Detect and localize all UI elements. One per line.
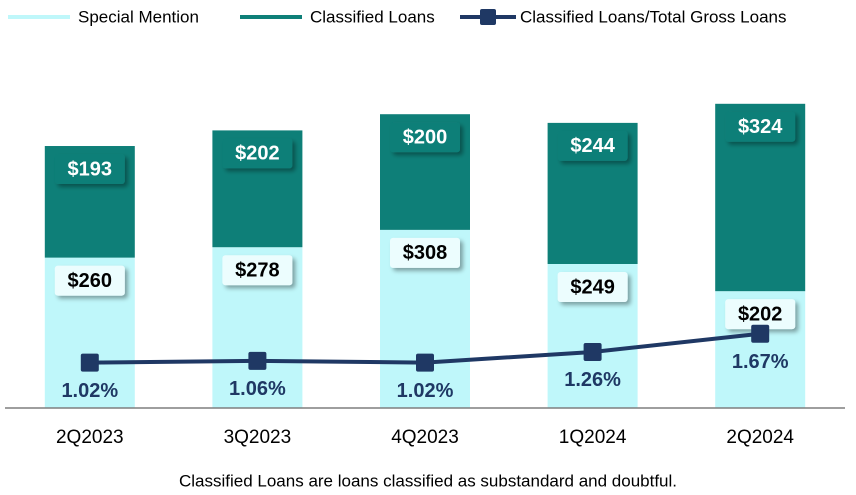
data-label: $193 (54, 154, 125, 185)
data-label: $308 (390, 237, 460, 268)
value-label: $202 (235, 143, 280, 165)
footnote: Classified Loans are loans classified as… (179, 471, 677, 490)
label-box (725, 111, 796, 142)
data-label: $249 (557, 271, 628, 302)
legend-label: Classified Loans/Total Gross Loans (520, 7, 786, 26)
data-label: $244 (557, 130, 628, 161)
label-box (557, 130, 628, 161)
value-label: $200 (403, 126, 448, 148)
value-label: $308 (403, 242, 448, 264)
legend-label: Classified Loans (310, 7, 435, 26)
x-tick-label: 3Q2023 (224, 427, 292, 448)
x-tick-label: 2Q2023 (56, 427, 124, 448)
line-marker (80, 353, 99, 372)
label-box (222, 138, 293, 169)
value-label: $249 (570, 276, 615, 298)
line-marker (416, 353, 434, 372)
line-marker (583, 342, 602, 361)
data-label: $324 (725, 111, 796, 142)
x-tick-label: 4Q2023 (391, 427, 459, 448)
line-value-label: 1.02% (397, 380, 454, 402)
value-label: $278 (235, 260, 280, 282)
label-box (54, 265, 125, 296)
data-label: $278 (222, 255, 293, 286)
value-label: $260 (68, 270, 113, 292)
line-value-label: 1.02% (61, 380, 118, 402)
line-value-label: 1.06% (229, 378, 286, 400)
data-label: $202 (725, 299, 796, 330)
legend-marker (480, 9, 496, 25)
line-marker (248, 351, 267, 370)
label-box (557, 271, 628, 302)
line-marker (751, 324, 770, 343)
label-box (390, 122, 460, 153)
value-label: $324 (738, 116, 783, 138)
label-box (54, 154, 125, 185)
x-tick-label: 1Q2024 (559, 427, 627, 448)
data-label: $260 (54, 265, 125, 296)
line-value-label: 1.67% (732, 351, 789, 373)
value-label: $244 (570, 135, 615, 157)
label-box (222, 255, 293, 286)
value-label: $193 (68, 158, 113, 180)
line-value-label: 1.26% (564, 369, 621, 391)
label-box (390, 237, 460, 268)
value-label: $202 (738, 303, 783, 325)
x-tick-label: 2Q2024 (726, 427, 794, 448)
data-label: $202 (222, 138, 293, 169)
data-label: $200 (390, 122, 460, 153)
legend-label: Special Mention (78, 7, 199, 26)
label-box (725, 299, 796, 330)
